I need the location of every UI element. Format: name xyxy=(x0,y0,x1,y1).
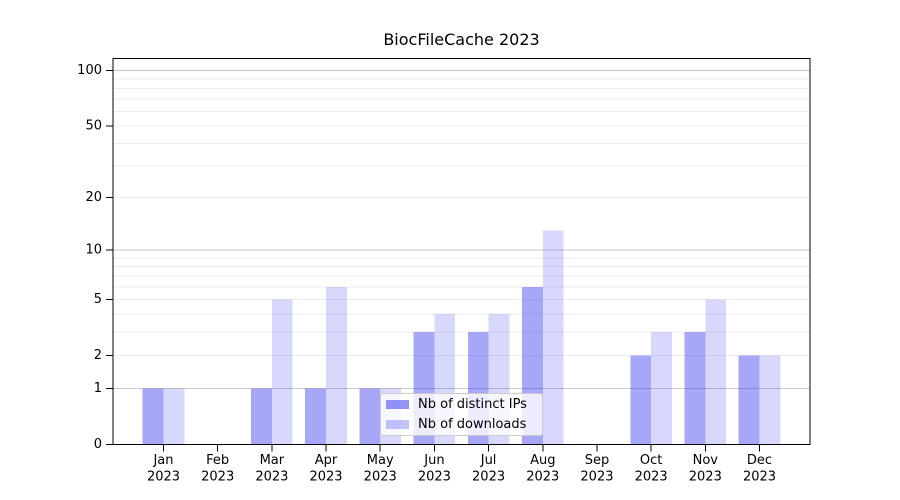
bar-oct-s1 xyxy=(651,332,672,445)
y-tick-label: 20 xyxy=(85,190,102,205)
bar-mar-s0 xyxy=(251,388,272,445)
bar-may-s0 xyxy=(359,388,381,445)
x-tick-label: Jun 2023 xyxy=(418,453,451,485)
x-tick-label: Jan 2023 xyxy=(147,453,180,485)
legend-swatch-downloads xyxy=(386,419,409,429)
x-tick-label: Dec 2023 xyxy=(743,453,776,485)
bar-dec-s0 xyxy=(738,355,760,445)
x-tick-label: Nov 2023 xyxy=(689,453,722,485)
bar-nov-s0 xyxy=(684,332,706,445)
y-tick-label: 100 xyxy=(77,63,102,78)
bar-apr-s0 xyxy=(305,388,327,445)
legend-label-downloads: Nb of downloads xyxy=(418,416,527,432)
y-tick-label: 1 xyxy=(94,381,102,396)
x-tick-label: May 2023 xyxy=(364,453,397,485)
plot-border xyxy=(112,58,811,445)
x-tick-label: Aug 2023 xyxy=(526,453,559,485)
bar-mar-s1 xyxy=(271,299,293,445)
legend-swatch-distinct-ips xyxy=(386,400,409,410)
chart-title: BiocFileCache 2023 xyxy=(383,30,540,49)
legend: Nb of distinct IPs Nb of downloads xyxy=(380,393,543,436)
bar-apr-s1 xyxy=(326,286,347,445)
bar-aug-s1 xyxy=(542,230,564,445)
x-tick-label: Apr 2023 xyxy=(309,453,342,485)
legend-row-downloads: Nb of downloads xyxy=(386,415,542,433)
y-axis: 0 1 2 5 10 20 50 100 xyxy=(77,63,113,452)
y-tick-label: 50 xyxy=(85,118,102,133)
x-tick-label: Sep 2023 xyxy=(580,453,613,485)
y-tick-label: 2 xyxy=(94,348,102,363)
x-tick-label: Oct 2023 xyxy=(635,453,668,485)
y-tick-label: 0 xyxy=(94,437,102,452)
x-tick-label: Jul 2023 xyxy=(472,453,505,485)
bar-jan-s1 xyxy=(163,388,185,445)
gridlines xyxy=(113,69,810,389)
legend-row-distinct-ips: Nb of distinct IPs xyxy=(386,396,542,414)
x-axis: Jan 2023 Feb 2023 Mar 2023 Apr 2023 May 2023 Jun 20… xyxy=(147,444,776,485)
y-tick-label: 10 xyxy=(85,243,102,258)
bar-oct-s0 xyxy=(630,355,652,445)
bar-jan-s0 xyxy=(142,388,164,445)
y-tick-label: 5 xyxy=(94,292,102,307)
x-tick-label: Feb 2023 xyxy=(201,453,234,485)
bar-dec-s1 xyxy=(759,355,781,445)
x-tick-label: Mar 2023 xyxy=(255,453,288,485)
legend-label-distinct-ips: Nb of distinct IPs xyxy=(418,397,527,413)
bar-nov-s1 xyxy=(705,299,727,445)
